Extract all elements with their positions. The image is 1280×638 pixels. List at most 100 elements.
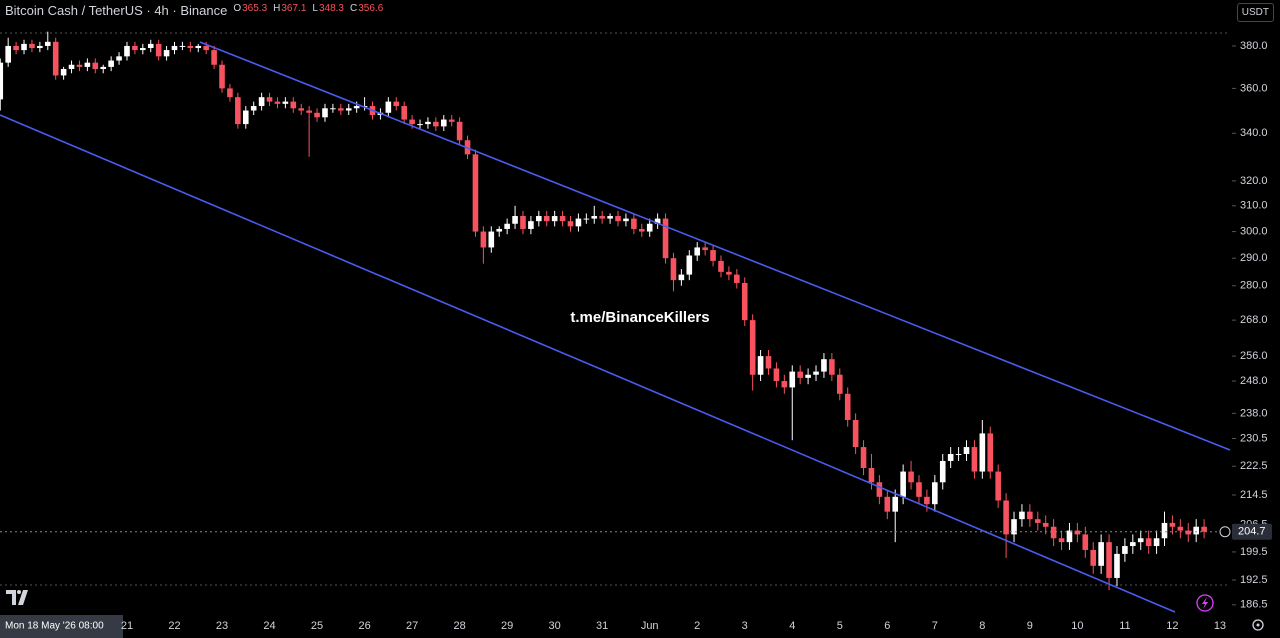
candle-body [734, 274, 740, 283]
y-tick-label: 199.5 [1240, 546, 1268, 558]
candle-body [710, 250, 716, 261]
candle-body [797, 371, 803, 378]
candle-body [140, 48, 146, 51]
candle-body [250, 106, 257, 111]
candle-body [607, 216, 613, 219]
candle-body [44, 41, 51, 46]
x-tick-label: 2 [694, 620, 700, 632]
candle-body [37, 45, 43, 49]
candle-body [211, 50, 217, 65]
ohlc-item: L 348.3 [312, 3, 344, 18]
symbol-title: Bitcoin Cash / TetherUS · 4h · Binance [5, 3, 228, 18]
candle-body [789, 371, 796, 388]
channel-upper [199, 41, 1231, 451]
candle-body [765, 356, 772, 369]
ohlc-value: 367.1 [281, 3, 307, 14]
x-tick-label: 29 [501, 620, 513, 632]
candle-body [1137, 538, 1144, 543]
candle-body [338, 108, 344, 111]
candle-body [583, 218, 590, 220]
candle-body [773, 368, 780, 382]
candle-body [559, 216, 566, 222]
candle-body [963, 447, 970, 454]
x-tick-label: 30 [549, 620, 561, 632]
channel-lower [0, 114, 1176, 613]
candle-body [662, 218, 669, 259]
ohlc-value: 365.3 [242, 3, 268, 14]
candle-body [1027, 511, 1033, 520]
candle-body [567, 221, 574, 227]
x-tick-label: 7 [932, 620, 938, 632]
x-tick-label: 24 [263, 620, 275, 632]
candle-body [417, 124, 423, 126]
y-tick-label: 340.0 [1240, 127, 1268, 139]
y-tick-label: 320.0 [1240, 175, 1268, 187]
candle-body [520, 216, 526, 229]
candle-body [13, 45, 19, 51]
candle-body [448, 119, 455, 122]
candle-body [1098, 542, 1104, 566]
candle-body [258, 97, 265, 107]
ohlc-key: C [350, 3, 358, 14]
candle-body [686, 255, 693, 275]
candle-body [1034, 519, 1041, 523]
x-tick-label: 3 [742, 620, 748, 632]
candle-body [987, 433, 994, 472]
candle-body [781, 381, 788, 388]
candle-body [76, 64, 83, 67]
candle-body [955, 453, 962, 455]
candle-body [1145, 538, 1152, 547]
candle-body [242, 110, 249, 125]
candle-body [1011, 519, 1017, 535]
candle-body [306, 110, 312, 113]
settings-icon[interactable] [1252, 619, 1264, 631]
candle-body [203, 45, 209, 51]
candle-body [187, 45, 194, 49]
candle-body [480, 231, 487, 248]
candle-body [401, 106, 407, 120]
candle-body [330, 108, 336, 110]
candle-body [813, 371, 819, 375]
candle-body [5, 45, 11, 63]
x-tick-label: 5 [837, 620, 843, 632]
candle-body [575, 218, 582, 227]
candle-body [678, 274, 685, 281]
y-tick-label: 310.0 [1240, 200, 1268, 212]
candle-body [1058, 538, 1065, 543]
y-tick-label: 280.0 [1240, 280, 1268, 292]
candle-body [314, 112, 320, 118]
candle-body [1169, 522, 1176, 527]
x-tick-label: 27 [406, 620, 418, 632]
candle-body [409, 119, 415, 125]
x-tick-label: Jun [641, 620, 659, 632]
candle-body [433, 121, 439, 127]
currency-button[interactable]: USDT [1236, 3, 1274, 22]
x-tick-label: 12 [1166, 620, 1178, 632]
candle-body [844, 393, 851, 420]
x-tick-label: 9 [1027, 620, 1033, 632]
ohlc-key: L [312, 3, 318, 14]
y-tick-label: 290.0 [1240, 252, 1268, 264]
y-tick-label: 268.0 [1240, 314, 1268, 326]
x-tick-label: 21 [121, 620, 133, 632]
candle-body [757, 356, 764, 375]
candle-body [179, 45, 186, 47]
last-price-icon [1219, 526, 1231, 538]
candle-body [1106, 542, 1112, 578]
crosshair-time-box [0, 615, 123, 638]
candle-body [591, 216, 598, 219]
y-tick-label: 192.5 [1240, 574, 1268, 586]
candle-body [385, 101, 392, 113]
y-tick-label: 222.5 [1240, 460, 1268, 472]
x-tick-label: 22 [168, 620, 180, 632]
candle-body [353, 106, 360, 109]
y-tick-label: 238.0 [1240, 407, 1268, 419]
x-tick-label: 8 [979, 620, 985, 632]
candle-body [1042, 522, 1049, 527]
candle-body [1153, 538, 1160, 547]
candle-body [805, 374, 811, 378]
candle-body [92, 62, 99, 70]
y-tick-label: 380.0 [1240, 40, 1268, 52]
